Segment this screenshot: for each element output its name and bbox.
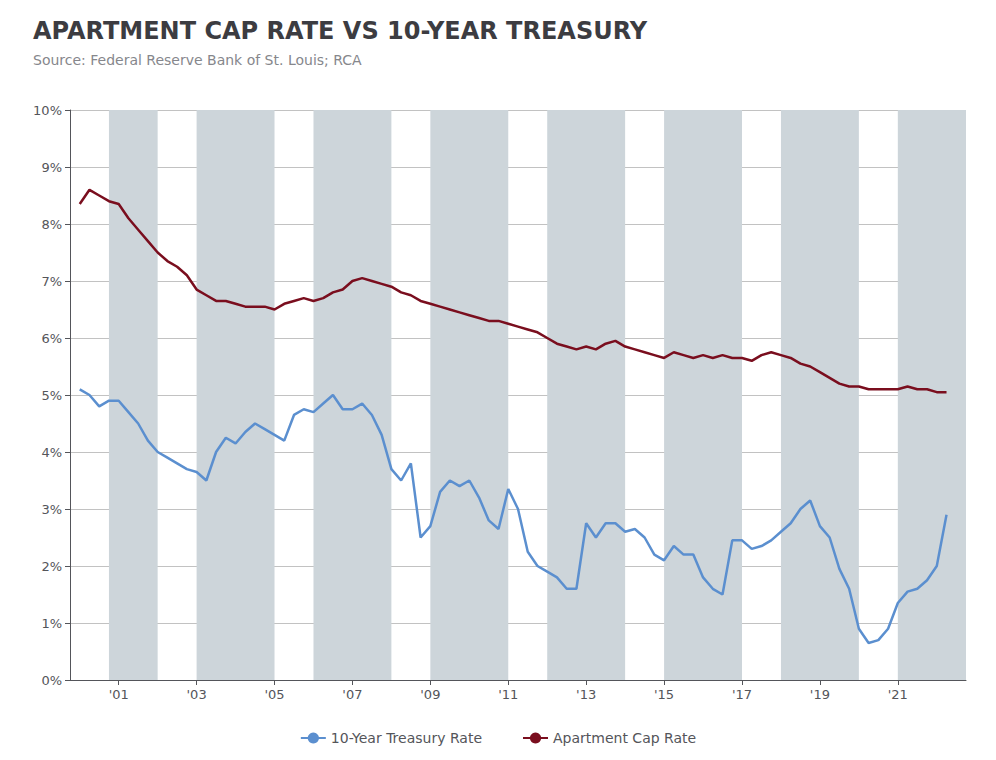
svg-text:'13: '13 [576, 687, 596, 702]
svg-text:Source: Federal Reserve Bank o: Source: Federal Reserve Bank of St. Loui… [33, 52, 362, 68]
svg-text:1%: 1% [41, 616, 62, 631]
svg-text:'01: '01 [109, 687, 129, 702]
svg-text:'09: '09 [420, 687, 440, 702]
svg-text:'07: '07 [342, 687, 362, 702]
svg-text:10%: 10% [33, 103, 62, 118]
svg-text:6%: 6% [41, 331, 62, 346]
svg-text:7%: 7% [41, 274, 62, 289]
svg-text:'03: '03 [187, 687, 207, 702]
svg-text:8%: 8% [41, 217, 62, 232]
svg-text:5%: 5% [41, 388, 62, 403]
svg-text:'15: '15 [654, 687, 674, 702]
svg-text:Apartment Cap Rate: Apartment Cap Rate [553, 730, 696, 746]
svg-text:3%: 3% [41, 502, 62, 517]
svg-text:'11: '11 [498, 687, 518, 702]
svg-text:'05: '05 [264, 687, 284, 702]
svg-text:0%: 0% [41, 673, 62, 688]
svg-text:APARTMENT CAP RATE VS 10-YEAR: APARTMENT CAP RATE VS 10-YEAR TREASURY [33, 17, 648, 45]
svg-text:9%: 9% [41, 160, 62, 175]
svg-text:'17: '17 [732, 687, 752, 702]
svg-text:'21: '21 [888, 687, 908, 702]
svg-text:2%: 2% [41, 559, 62, 574]
svg-text:'19: '19 [810, 687, 830, 702]
svg-text:10-Year Treasury Rate: 10-Year Treasury Rate [331, 730, 482, 746]
svg-text:4%: 4% [41, 445, 62, 460]
